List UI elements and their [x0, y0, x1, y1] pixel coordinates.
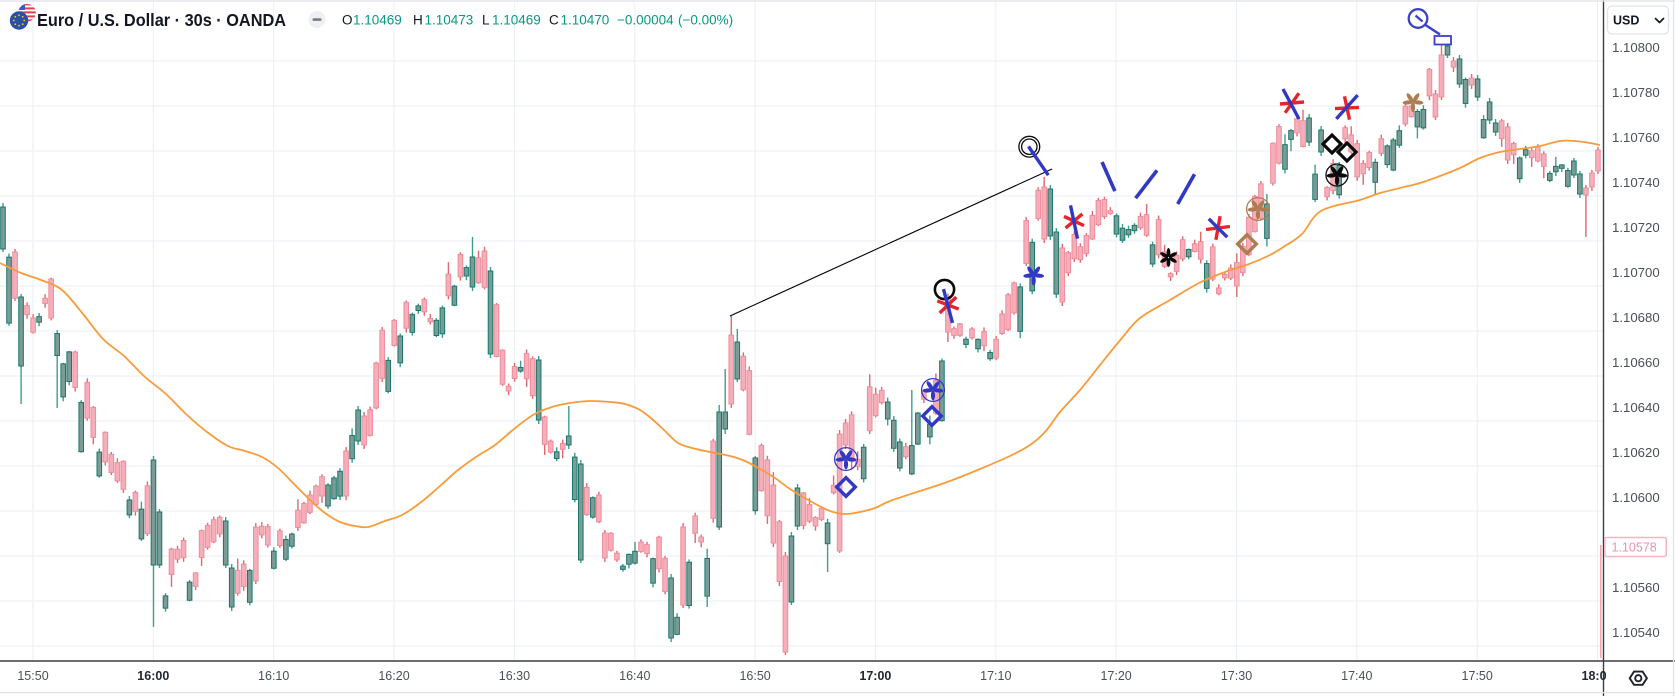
svg-text:15:50: 15:50 — [17, 669, 48, 683]
svg-text:1.10720: 1.10720 — [1612, 220, 1660, 235]
svg-text:O: O — [342, 13, 353, 28]
svg-text:L: L — [482, 13, 490, 28]
svg-text:USD: USD — [1613, 14, 1639, 28]
svg-text:1.10578: 1.10578 — [1612, 541, 1657, 555]
svg-text:17:30: 17:30 — [1221, 669, 1252, 683]
svg-text:1.10780: 1.10780 — [1612, 85, 1660, 100]
svg-text:17:10: 17:10 — [980, 669, 1011, 683]
svg-text:1.10469: 1.10469 — [353, 13, 402, 28]
svg-text:1.10760: 1.10760 — [1612, 130, 1660, 145]
svg-text:1.10660: 1.10660 — [1612, 355, 1660, 370]
svg-text:17:20: 17:20 — [1100, 669, 1131, 683]
svg-text:1.10680: 1.10680 — [1612, 310, 1660, 325]
svg-text:16:40: 16:40 — [619, 669, 650, 683]
svg-text:16:20: 16:20 — [378, 669, 409, 683]
svg-text:1.10560: 1.10560 — [1612, 580, 1660, 595]
svg-text:17:50: 17:50 — [1462, 669, 1493, 683]
svg-text:16:30: 16:30 — [499, 669, 530, 683]
svg-text:1.10640: 1.10640 — [1612, 400, 1660, 415]
svg-text:−0.00004: −0.00004 — [617, 13, 674, 28]
svg-text:1.10540: 1.10540 — [1612, 625, 1660, 640]
svg-text:1.10469: 1.10469 — [492, 13, 541, 28]
svg-text:H: H — [413, 13, 423, 28]
svg-text:1.10470: 1.10470 — [561, 13, 610, 28]
svg-text:17:40: 17:40 — [1341, 669, 1372, 683]
svg-text:1.10700: 1.10700 — [1612, 265, 1660, 280]
svg-text:1.10740: 1.10740 — [1612, 175, 1660, 190]
svg-text:(−0.00%): (−0.00%) — [678, 13, 733, 28]
svg-text:Euro / U.S. Dollar · 30s · OAN: Euro / U.S. Dollar · 30s · OANDA — [37, 10, 286, 30]
svg-text:18:0: 18:0 — [1582, 669, 1607, 683]
svg-text:1.10600: 1.10600 — [1612, 490, 1660, 505]
svg-text:16:10: 16:10 — [258, 669, 289, 683]
svg-text:1.10800: 1.10800 — [1612, 40, 1660, 55]
svg-text:1.10473: 1.10473 — [425, 13, 474, 28]
svg-text:1.10620: 1.10620 — [1612, 445, 1660, 460]
svg-text:17:00: 17:00 — [859, 669, 891, 683]
svg-text:16:50: 16:50 — [739, 669, 770, 683]
svg-text:16:00: 16:00 — [137, 669, 169, 683]
svg-text:C: C — [549, 13, 559, 28]
